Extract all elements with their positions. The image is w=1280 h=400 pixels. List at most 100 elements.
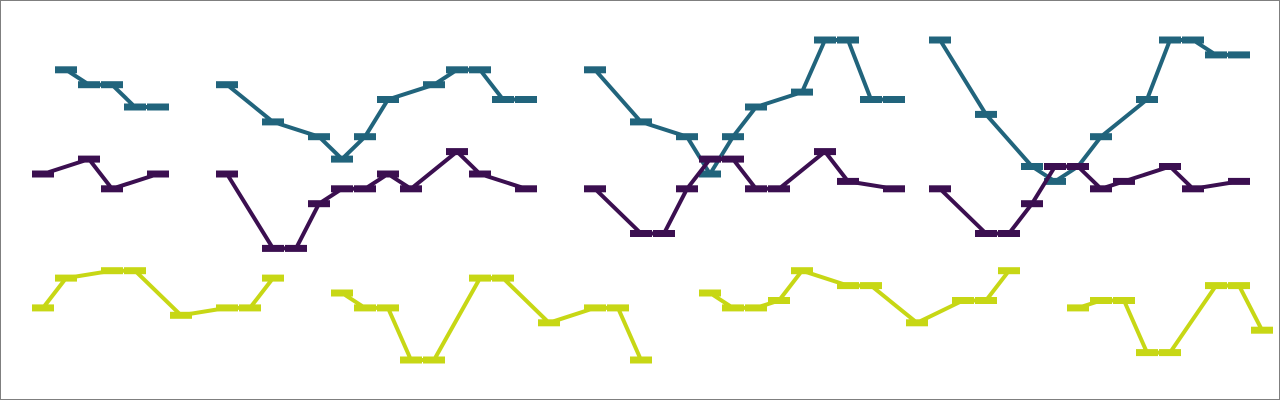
series-2-point-1-2 — [377, 304, 399, 312]
series-2-point-3-0 — [1067, 304, 1089, 312]
series-0-point-2-5 — [745, 103, 767, 111]
series-0-point-1-3 — [331, 155, 353, 163]
series-2-point-2-8 — [952, 297, 974, 304]
series-2-point-1-1 — [354, 304, 376, 312]
series-1-point-1-7 — [400, 185, 422, 193]
series-2-point-2-9 — [975, 297, 997, 304]
series-0-point-2-10 — [883, 96, 905, 103]
series-1-point-1-1 — [262, 244, 284, 252]
series-0-point-2-8 — [837, 36, 859, 44]
series-1-point-2-6 — [745, 185, 767, 193]
series-0-point-2-2 — [676, 133, 698, 141]
series-2-point-1-5 — [469, 274, 491, 282]
series-2-point-3-1 — [1090, 297, 1112, 304]
series-2-line-1 — [340, 276, 643, 362]
series-2-point-2-2 — [745, 304, 767, 312]
series-1-point-3-6 — [1090, 185, 1112, 193]
series-0-point-2-7 — [814, 36, 836, 44]
series-1-point-2-9 — [837, 177, 859, 185]
series-2-point-0-4 — [170, 311, 192, 319]
series-2-point-3-6 — [1228, 282, 1250, 290]
series-0-point-0-1 — [78, 81, 100, 89]
series-2-line-0 — [41, 268, 275, 318]
series-1-point-1-10 — [515, 185, 537, 193]
series-2-point-0-7 — [262, 274, 284, 282]
series-1-point-2-7 — [768, 185, 790, 193]
series-1-point-0-3 — [147, 170, 169, 178]
series-1-point-3-9 — [1182, 185, 1204, 193]
series-1-line-3 — [938, 164, 1240, 236]
series-0-point-3-1 — [975, 110, 997, 118]
series-1-point-3-7 — [1113, 177, 1135, 185]
series-0-point-3-8 — [1182, 36, 1204, 44]
series-0-line-2 — [593, 38, 894, 176]
series-0-point-1-5 — [377, 96, 399, 103]
series-1-point-3-2 — [998, 230, 1020, 237]
series-1-point-1-3 — [308, 200, 330, 208]
series-1-point-2-5 — [722, 155, 744, 163]
series-1-point-0-1 — [78, 155, 100, 163]
series-0-point-3-2 — [1021, 163, 1043, 170]
series-2-point-0-0 — [32, 304, 54, 312]
series-0-point-2-3 — [699, 170, 721, 178]
series-0-point-3-6 — [1136, 96, 1158, 103]
series-2-point-2-0 — [699, 289, 721, 297]
series-0-line-1 — [225, 67, 526, 162]
series-0-point-2-1 — [630, 118, 652, 126]
series-2-point-3-7 — [1251, 326, 1273, 334]
series-1-point-1-2 — [285, 244, 307, 252]
series-2-point-2-3 — [768, 297, 790, 304]
series-2-point-1-8 — [584, 304, 606, 312]
series-0-point-1-1 — [262, 118, 284, 126]
series-2-point-0-3 — [124, 267, 146, 275]
series-2-point-1-0 — [331, 289, 353, 297]
series-2-point-2-7 — [906, 319, 928, 327]
series-2-point-1-7 — [538, 319, 560, 327]
series-2-point-2-4 — [791, 267, 813, 275]
series-0-point-3-9 — [1205, 51, 1227, 59]
series-0-point-1-6 — [423, 81, 445, 89]
series-2-point-3-3 — [1136, 349, 1158, 357]
series-2-point-3-4 — [1159, 349, 1181, 357]
series-0-point-3-0 — [929, 36, 951, 44]
series-1-point-3-4 — [1044, 163, 1066, 170]
series-0-point-0-4 — [147, 103, 169, 111]
series-1-point-1-0 — [216, 170, 238, 178]
series-2-point-2-1 — [722, 304, 744, 312]
series-1-point-3-1 — [975, 230, 997, 237]
series-0-point-2-6 — [791, 88, 813, 96]
series-2-point-3-2 — [1113, 297, 1135, 304]
series-0 — [55, 36, 1250, 185]
series-1-point-2-2 — [653, 230, 675, 237]
series-0-line-0 — [64, 68, 158, 109]
series-1-point-0-0 — [32, 170, 54, 178]
series-1 — [32, 148, 1250, 252]
series-2 — [32, 267, 1273, 364]
series-0-line-3 — [938, 38, 1239, 184]
series-2-point-0-1 — [55, 274, 77, 282]
series-2-point-1-10 — [630, 356, 652, 364]
series-1-point-2-3 — [676, 185, 698, 193]
series-0-point-0-2 — [101, 81, 123, 89]
series-2-point-0-6 — [239, 304, 261, 312]
series-2-point-1-9 — [607, 304, 629, 312]
series-1-point-3-3 — [1021, 200, 1043, 208]
series-2-point-0-2 — [101, 267, 123, 275]
series-0-point-3-10 — [1228, 51, 1250, 59]
series-2-point-2-5 — [837, 282, 859, 290]
series-0-point-1-2 — [308, 133, 330, 141]
series-1-point-2-0 — [584, 185, 606, 193]
series-0-point-2-4 — [722, 133, 744, 141]
series-0-point-2-9 — [860, 96, 882, 103]
series-1-point-2-1 — [630, 230, 652, 237]
series-1-point-1-9 — [469, 170, 491, 178]
series-1-point-2-4 — [699, 155, 721, 163]
series-2-point-0-5 — [216, 304, 238, 312]
series-1-point-2-10 — [883, 185, 905, 193]
series-2-line-2 — [708, 268, 1011, 325]
series-0-point-3-3 — [1044, 177, 1066, 185]
series-1-point-2-8 — [814, 148, 836, 156]
series-2-point-1-3 — [400, 356, 422, 364]
